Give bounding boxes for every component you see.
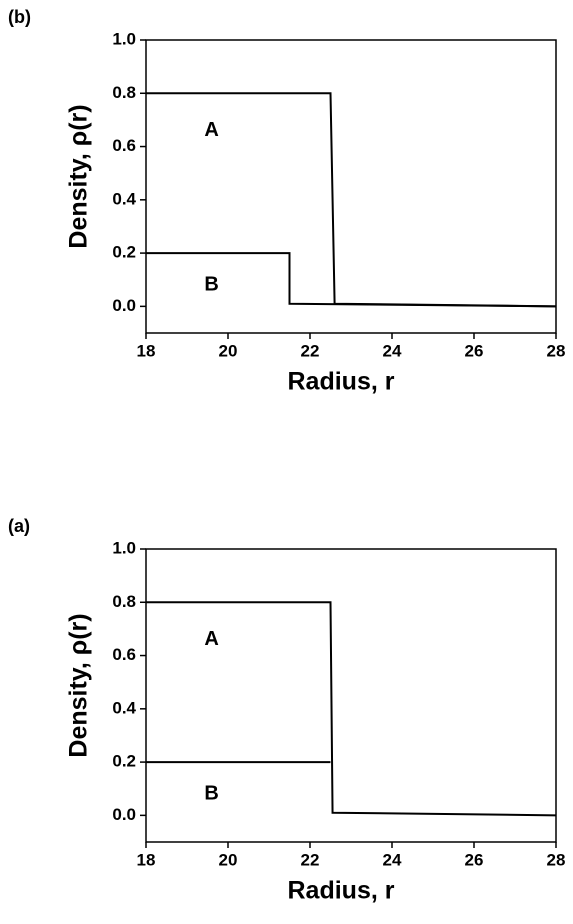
y-tick-label: 0.0 — [112, 805, 136, 824]
series-label: B — [204, 273, 218, 295]
x-axis-label: Radius, r — [288, 368, 395, 396]
plot-frame — [145, 39, 557, 334]
y-tick-label: 0.2 — [112, 243, 136, 262]
y-tick-label: 1.0 — [112, 29, 136, 48]
x-tick-label: 24 — [383, 850, 402, 869]
y-tick-label: 0.0 — [112, 296, 136, 315]
series-label: B — [204, 782, 218, 804]
y-tick-label: 0.6 — [112, 645, 136, 664]
series-label: A — [204, 119, 218, 141]
x-tick-label: 26 — [465, 341, 484, 360]
x-tick-label: 28 — [547, 850, 566, 869]
x-tick-label: 28 — [547, 341, 566, 360]
data-line — [146, 601, 557, 817]
y-tick-label: 0.4 — [112, 189, 136, 208]
y-tick-label: 0.4 — [112, 698, 136, 717]
x-tick-label: 22 — [301, 341, 320, 360]
y-axis-label: Density, ρ(r) — [65, 613, 93, 757]
data-line — [146, 252, 557, 308]
panel-label: (b) — [8, 7, 31, 27]
x-tick-label: 24 — [383, 341, 402, 360]
series-label: A — [204, 628, 218, 650]
y-tick-label: 1.0 — [112, 538, 136, 557]
plot-frame — [145, 548, 557, 843]
x-tick-label: 20 — [219, 850, 238, 869]
x-tick-label: 18 — [137, 341, 156, 360]
x-tick-label: 18 — [137, 850, 156, 869]
y-axis-label: Density, ρ(r) — [65, 104, 93, 248]
x-axis-label: Radius, r — [288, 877, 395, 905]
x-tick-label: 20 — [219, 341, 238, 360]
x-tick-label: 22 — [301, 850, 320, 869]
y-tick-label: 0.6 — [112, 136, 136, 155]
y-tick-label: 0.2 — [112, 752, 136, 771]
panel-label: (a) — [8, 516, 30, 536]
y-tick-label: 0.8 — [112, 592, 136, 611]
y-tick-label: 0.8 — [112, 83, 136, 102]
x-tick-label: 26 — [465, 850, 484, 869]
